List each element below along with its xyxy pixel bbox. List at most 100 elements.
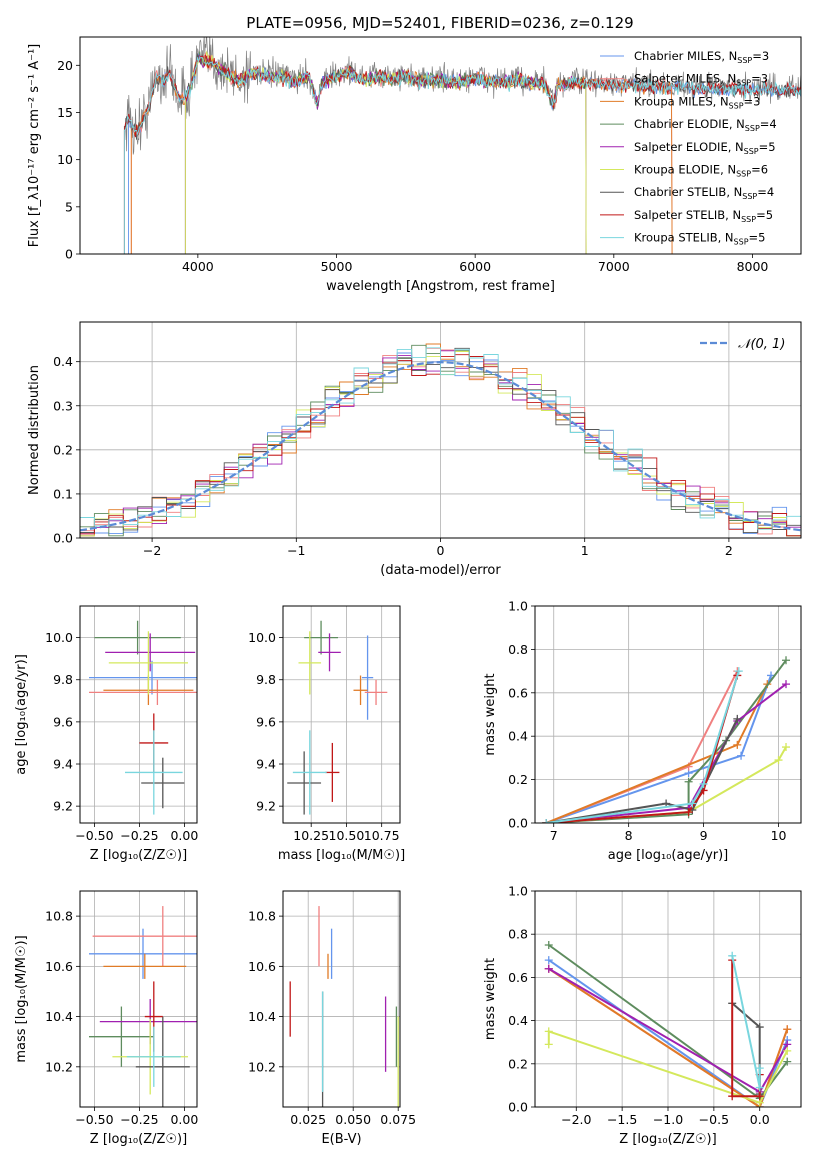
x-axis-label: Z [log₁₀(Z/Z☉)] xyxy=(619,1132,716,1147)
x-tick-label: 2 xyxy=(725,543,733,558)
panel-weight-vs-Z: −2.0 −1.5 −1.0 −0.5 0.0 0.0 0.2 0.4 0.6 0.8 1.0 Z [… xyxy=(483,884,802,1147)
y-tick-label: 15 xyxy=(57,105,73,120)
weight-line-2 xyxy=(548,967,789,1107)
x-tick-label: −1 xyxy=(287,543,305,558)
weight-marker xyxy=(782,680,791,689)
y-tick-label: 0.0 xyxy=(508,816,528,831)
x-tick-label: 0 xyxy=(437,543,445,558)
legend-label-0: Chabrier MILES, NSSP=3 xyxy=(634,49,769,65)
weight-marker xyxy=(542,819,551,823)
axes-frame xyxy=(534,890,802,1108)
plot-area xyxy=(89,906,197,1107)
weight-marker xyxy=(755,1023,764,1032)
chart-title: PLATE=0956, MJD=52401, FIBERID=0236, z=0… xyxy=(246,14,633,32)
y-axis-label: Normed distribution xyxy=(27,365,42,495)
axes-frame xyxy=(79,605,198,824)
weight-marker xyxy=(783,1025,792,1034)
x-tick-label: −0.50 xyxy=(75,828,113,843)
y-tick-label: 10.4 xyxy=(45,1009,73,1024)
axes-frame xyxy=(79,890,198,1108)
weight-marker xyxy=(737,751,746,760)
x-tick-label: −2.0 xyxy=(561,1112,591,1127)
x-tick-label: 0.075 xyxy=(380,1112,416,1127)
y-tick-label: 0.3 xyxy=(53,398,73,413)
legend-label-2: Kroupa MILES, NSSP=3 xyxy=(634,94,760,110)
y-tick-label: 20 xyxy=(57,58,73,73)
x-tick-label: 0.050 xyxy=(335,1112,371,1127)
y-tick-label: 9.2 xyxy=(53,799,73,814)
y-axis-label: mass weight xyxy=(483,958,498,1040)
weight-line-8 xyxy=(546,670,740,823)
weight-marker xyxy=(755,1083,764,1092)
y-tick-label: 1.0 xyxy=(508,884,528,899)
legend-label-7: Salpeter STELIB, NSSP=5 xyxy=(634,208,773,224)
weight-marker xyxy=(544,941,553,949)
weight-line-5 xyxy=(547,1030,789,1104)
y-tick-label: 0.6 xyxy=(508,685,528,700)
y-tick-label: 0.2 xyxy=(508,772,528,787)
y-axis-label: mass weight xyxy=(483,673,498,755)
x-tick-label: 0.00 xyxy=(170,1112,198,1127)
x-axis-label: mass [log₁₀(M/M☉)] xyxy=(278,848,405,863)
x-tick-label: 4000 xyxy=(182,259,214,274)
weight-line-8 xyxy=(731,955,761,1088)
model-spectrum-8 xyxy=(123,56,801,254)
weight-marker xyxy=(755,1092,764,1101)
x-tick-label: −2 xyxy=(143,543,161,558)
weight-marker xyxy=(684,808,693,817)
axes-frame xyxy=(282,605,401,824)
panel-spectrum: 4000 5000 6000 7000 8000 0 5 10 15 20 wavelength [… xyxy=(27,36,802,294)
y-tick-label: 10.2 xyxy=(248,1059,276,1074)
panel-mass-vs-Z: −0.50 −0.25 0.00 10.2 10.4 10.6 10.8 Z [log₁₀(Z… xyxy=(14,890,198,1147)
weight-marker xyxy=(783,1057,792,1066)
x-tick-label: −0.5 xyxy=(699,1112,729,1127)
weight-marker xyxy=(728,951,737,960)
x-tick-label: 5000 xyxy=(321,259,353,274)
legend-label-1: Salpeter MILES, NSSP=3 xyxy=(634,72,768,88)
x-tick-label: −0.25 xyxy=(120,1112,158,1127)
weight-marker xyxy=(699,779,708,788)
plot-area xyxy=(80,343,801,537)
weight-marker xyxy=(783,1046,792,1055)
panel-age-vs-mass: 10.25 10.50 10.75 9.2 9.4 9.6 9.8 10.0 mass [log… xyxy=(248,605,405,863)
x-tick-label: 7000 xyxy=(598,259,630,274)
axes-frame xyxy=(79,36,802,255)
y-tick-label: 0 xyxy=(65,247,73,262)
x-tick-label: −0.50 xyxy=(75,1112,113,1127)
y-axis-label: age [log₁₀(age/yr)] xyxy=(14,654,29,775)
plot-area xyxy=(123,37,801,254)
x-tick-label: 10.25 xyxy=(293,828,329,843)
y-tick-label: 10 xyxy=(57,152,73,167)
y-tick-label: 0.1 xyxy=(53,486,73,501)
legend-label-8: Kroupa STELIB, NSSP=5 xyxy=(634,231,765,247)
legend-label-5: Kroupa ELODIE, NSSP=6 xyxy=(634,163,768,179)
legend-label-6: Chabrier STELIB, NSSP=4 xyxy=(634,185,774,201)
x-tick-label: 8 xyxy=(625,828,633,843)
weight-marker xyxy=(733,740,742,749)
weight-marker xyxy=(544,956,553,965)
y-tick-label: 10.4 xyxy=(248,1009,276,1024)
x-tick-label: −1.5 xyxy=(607,1112,637,1127)
y-tick-label: 0.4 xyxy=(508,729,528,744)
y-tick-label: 0.8 xyxy=(508,642,528,657)
weight-marker xyxy=(688,799,697,808)
x-tick-label: 7 xyxy=(550,828,558,843)
x-tick-label: 10 xyxy=(771,828,787,843)
weight-marker xyxy=(755,1064,764,1073)
plot-area xyxy=(89,620,197,815)
axes-frame xyxy=(534,605,802,824)
x-tick-label: 0.0 xyxy=(750,1112,770,1127)
y-tick-label: 1.0 xyxy=(508,599,528,614)
y-tick-label: 9.6 xyxy=(53,714,73,729)
weight-marker xyxy=(733,714,742,723)
y-tick-label: 0.4 xyxy=(53,354,73,369)
legend-label-3: Chabrier ELODIE, NSSP=4 xyxy=(634,117,777,133)
y-tick-label: 9.4 xyxy=(256,757,276,772)
y-tick-label: 10.6 xyxy=(248,959,276,974)
plot-area xyxy=(544,941,792,1107)
x-tick-label: −0.25 xyxy=(120,828,158,843)
y-tick-label: 9.8 xyxy=(256,672,276,687)
axes-frame xyxy=(79,321,802,539)
y-tick-label: 0.0 xyxy=(508,1100,528,1115)
